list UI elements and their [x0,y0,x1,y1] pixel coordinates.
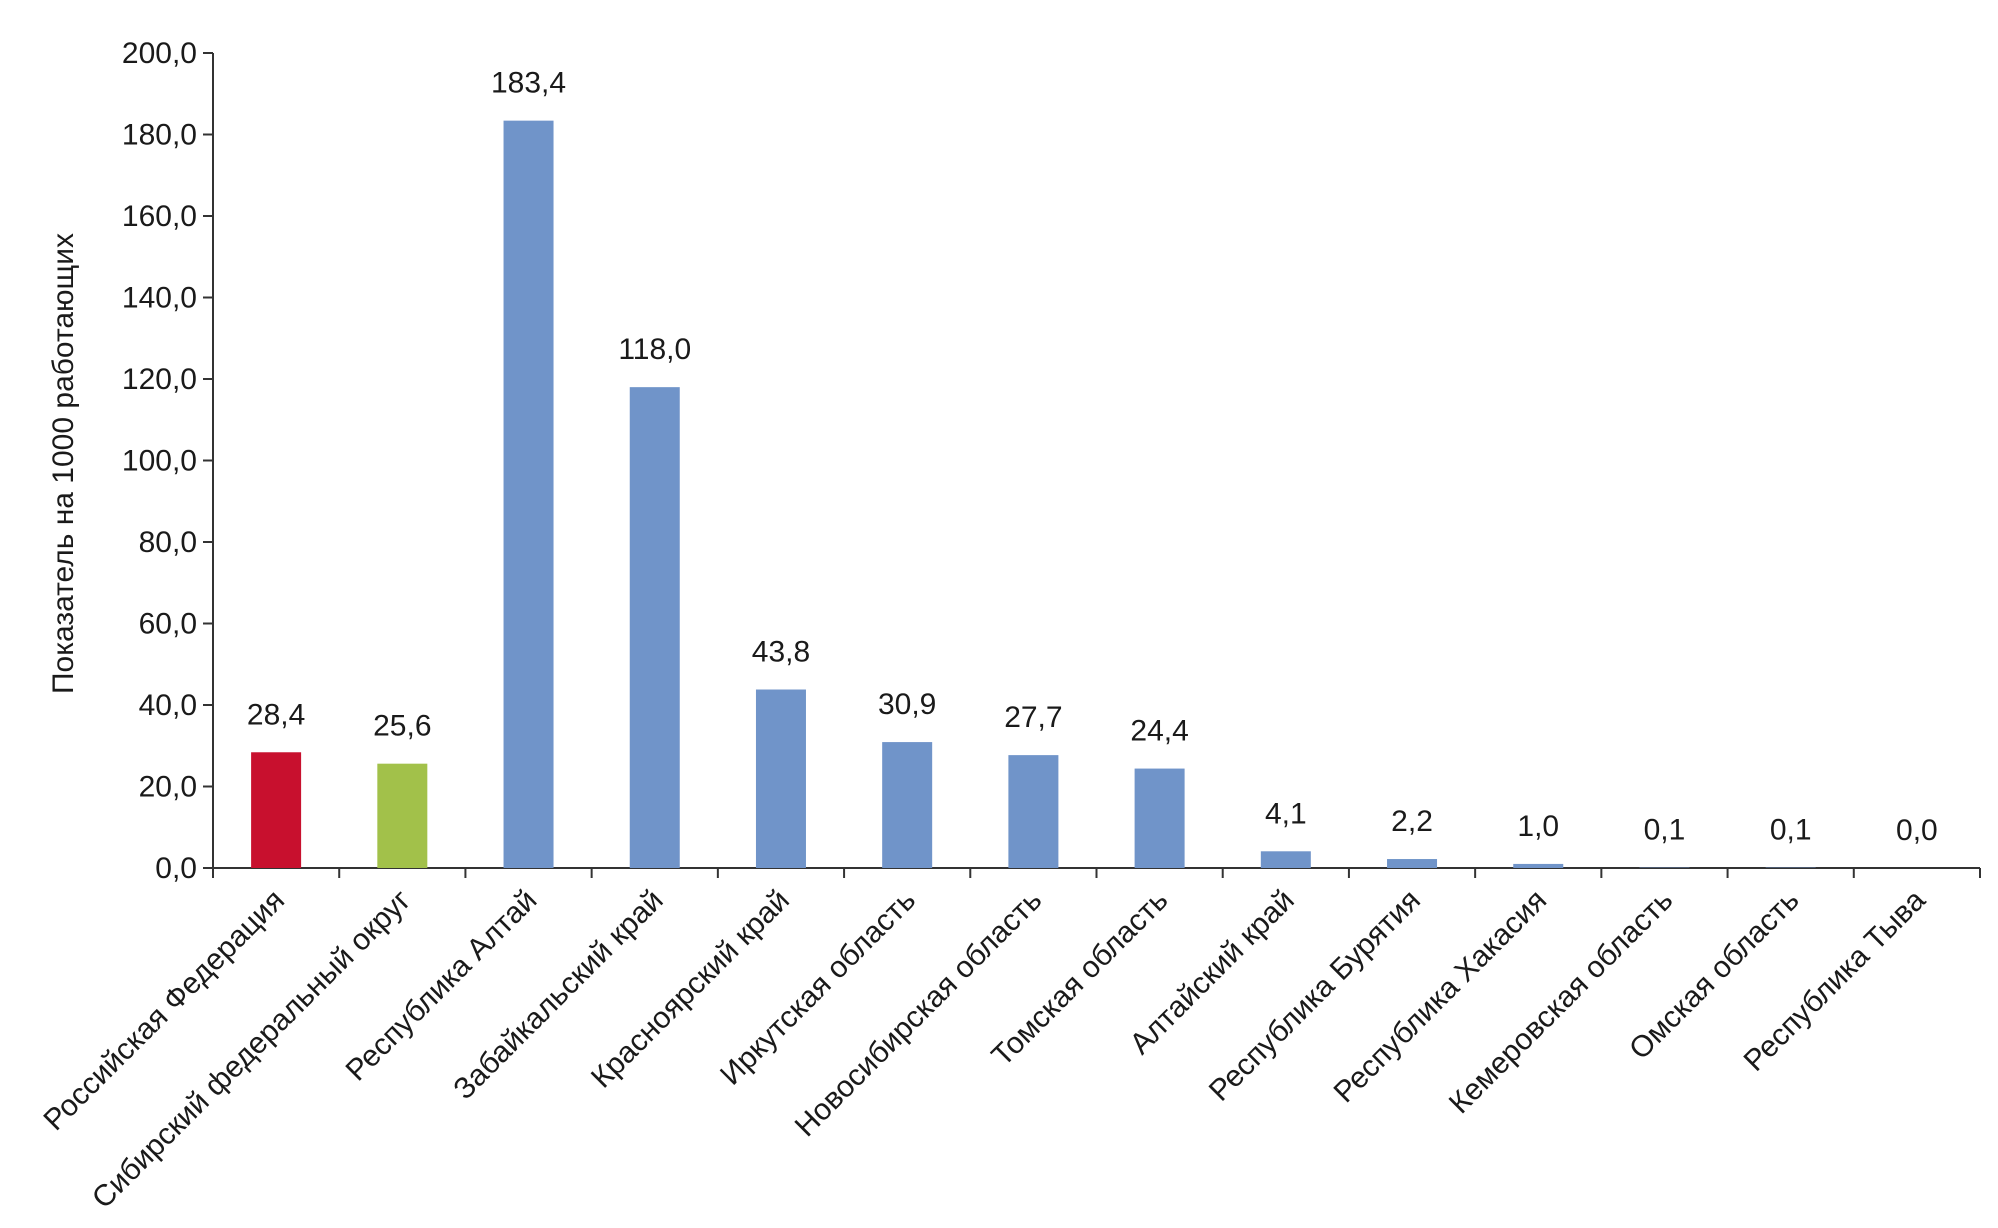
y-tick-label: 20,0 [139,771,197,804]
bar [1387,859,1438,868]
x-tick-label: Новосибирская область [789,884,1049,1144]
data-label: 1,0 [1517,810,1559,843]
bar [1134,768,1185,868]
y-tick-label: 100,0 [122,445,197,478]
data-label: 2,2 [1391,805,1433,838]
bar [377,763,428,868]
bar [1513,863,1564,868]
x-tick-label: Республика Бурятия [1203,884,1427,1108]
bar [755,689,806,868]
data-label: 4,1 [1265,797,1307,830]
bar [1260,851,1311,868]
data-label: 0,1 [1644,814,1686,847]
x-tick-label: Забайкальский край [447,884,669,1106]
bar [882,742,933,868]
data-label: 118,0 [618,333,691,366]
data-label: 27,7 [1004,701,1062,734]
data-label: 28,4 [247,698,305,731]
y-axis-title: Показатель на 1000 работающих [47,233,80,694]
y-tick-label: 200,0 [122,37,197,70]
bar [503,120,554,868]
bar [251,752,302,868]
value-labels: 28,4 25,6 183,4 118,0 43,8 30,9 27,7 24,4 4,1 2,2… [247,67,1938,847]
data-label: 30,9 [878,688,936,721]
data-label: 43,8 [752,636,810,669]
y-tick-label: 140,0 [122,282,197,315]
y-tick-label: 60,0 [139,608,197,641]
y-tick-label: 160,0 [122,200,197,233]
x-tick-label: Российская Федерация [38,884,292,1138]
axes [212,53,1981,878]
data-label: 24,4 [1130,715,1188,748]
bar [629,387,680,868]
bars [251,120,1816,868]
data-label: 183,4 [491,67,566,100]
y-tick-label: 0,0 [155,852,197,885]
y-axis-title-group: Показатель на 1000 работающих [47,233,80,694]
bar [1008,755,1059,868]
x-tick-label: Республика Хакасия [1328,884,1554,1110]
y-axis-ticks: 0,0 20,0 40,0 60,0 80,0 100,0 120,0 140,0 160,0 1… [122,37,213,885]
data-label: 25,6 [373,710,431,743]
data-label: 0,0 [1896,814,1938,847]
x-tick-label: Кемеровская область [1443,884,1680,1121]
data-label: 0,1 [1770,814,1812,847]
y-tick-label: 80,0 [139,526,197,559]
y-tick-label: 180,0 [122,119,197,152]
y-tick-label: 40,0 [139,689,197,722]
y-tick-label: 120,0 [122,363,197,396]
